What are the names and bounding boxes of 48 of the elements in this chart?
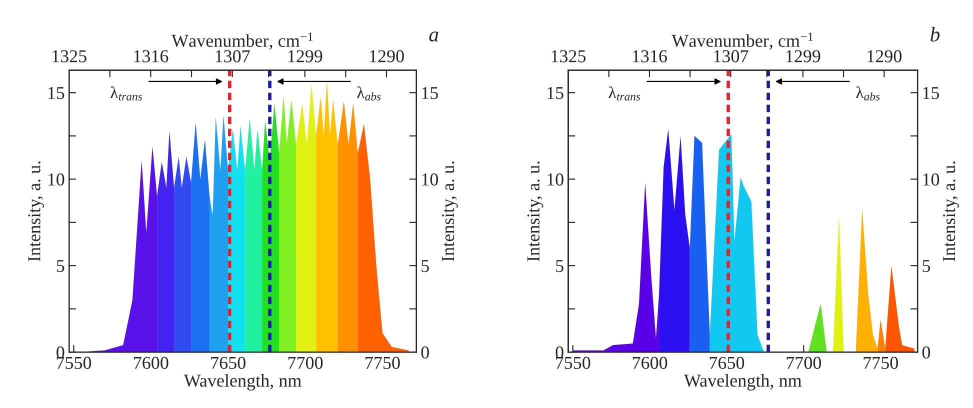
x2-tick-label: 1299 [288, 50, 322, 62]
ref-line-label: λ$_{trans}$ [110, 86, 142, 100]
x-tick-label: 7550 [56, 356, 92, 369]
x2-axis-title: Wavenumber, cm$^{−1}$ [172, 32, 313, 50]
x2-tick-label: 1307 [714, 50, 748, 62]
y2-tick-label: 15 [923, 87, 940, 100]
y-axis-title: Intensity, a. u. [527, 162, 544, 262]
y2-tick-label: 15 [422, 87, 438, 100]
y-tick-label: 10 [548, 173, 564, 186]
x2-tick-label: 1316 [633, 50, 667, 62]
y2-tick-label: 10 [422, 173, 438, 186]
y2-tick-label: 10 [923, 173, 940, 186]
y-axis-title: Intensity, a. u. [28, 162, 44, 262]
x2-axis-title: Wavenumber, cm$^{−1}$ [672, 32, 813, 50]
x2-tick-label: 1316 [134, 50, 168, 62]
x-tick-label: 7750 [366, 356, 400, 369]
y-tick-label: 5 [56, 260, 64, 272]
chart-title: a [429, 32, 438, 42]
chart-title: b [930, 26, 940, 42]
ref-line-label: λ$_{trans}$ [608, 86, 640, 100]
x2-tick-label: 1325 [52, 50, 86, 62]
y2-axis-title: Intensity, a. u. [442, 162, 458, 262]
x-tick-label: 7650 [211, 356, 246, 369]
x-tick-label: 7700 [786, 356, 822, 369]
ref-line-label: λ$_{abs}$ [357, 86, 381, 100]
y2-tick-label: 5 [422, 260, 429, 272]
x-tick-label: 7550 [556, 356, 590, 369]
x2-tick-label: 1325 [552, 50, 586, 62]
y-tick-label: 5 [556, 260, 564, 272]
x-tick-label: 7600 [632, 356, 668, 369]
x-tick-label: 7750 [864, 356, 898, 369]
x-axis-title: Wavelength, nm [684, 374, 802, 390]
x-tick-label: 7700 [288, 356, 323, 369]
x-axis-title: Wavelength, nm [184, 374, 302, 390]
x2-tick-label: 1290 [868, 50, 902, 62]
x-tick-label: 7650 [710, 356, 744, 369]
x-tick-label: 7600 [134, 356, 168, 369]
x2-tick-label: 1299 [786, 50, 820, 62]
y-tick-label: 15 [48, 87, 64, 100]
ref-line-label: λ$_{abs}$ [856, 86, 880, 100]
y2-tick-label: 5 [922, 260, 930, 272]
y2-axis-title: Intensity, a. u. [943, 162, 959, 262]
y2-tick-label: 0 [421, 346, 429, 359]
y2-tick-label: 0 [922, 346, 930, 359]
y-tick-label: 15 [548, 87, 564, 100]
y-tick-label: 10 [48, 173, 64, 186]
x2-tick-label: 1307 [216, 50, 250, 62]
x2-tick-label: 1290 [370, 50, 404, 62]
